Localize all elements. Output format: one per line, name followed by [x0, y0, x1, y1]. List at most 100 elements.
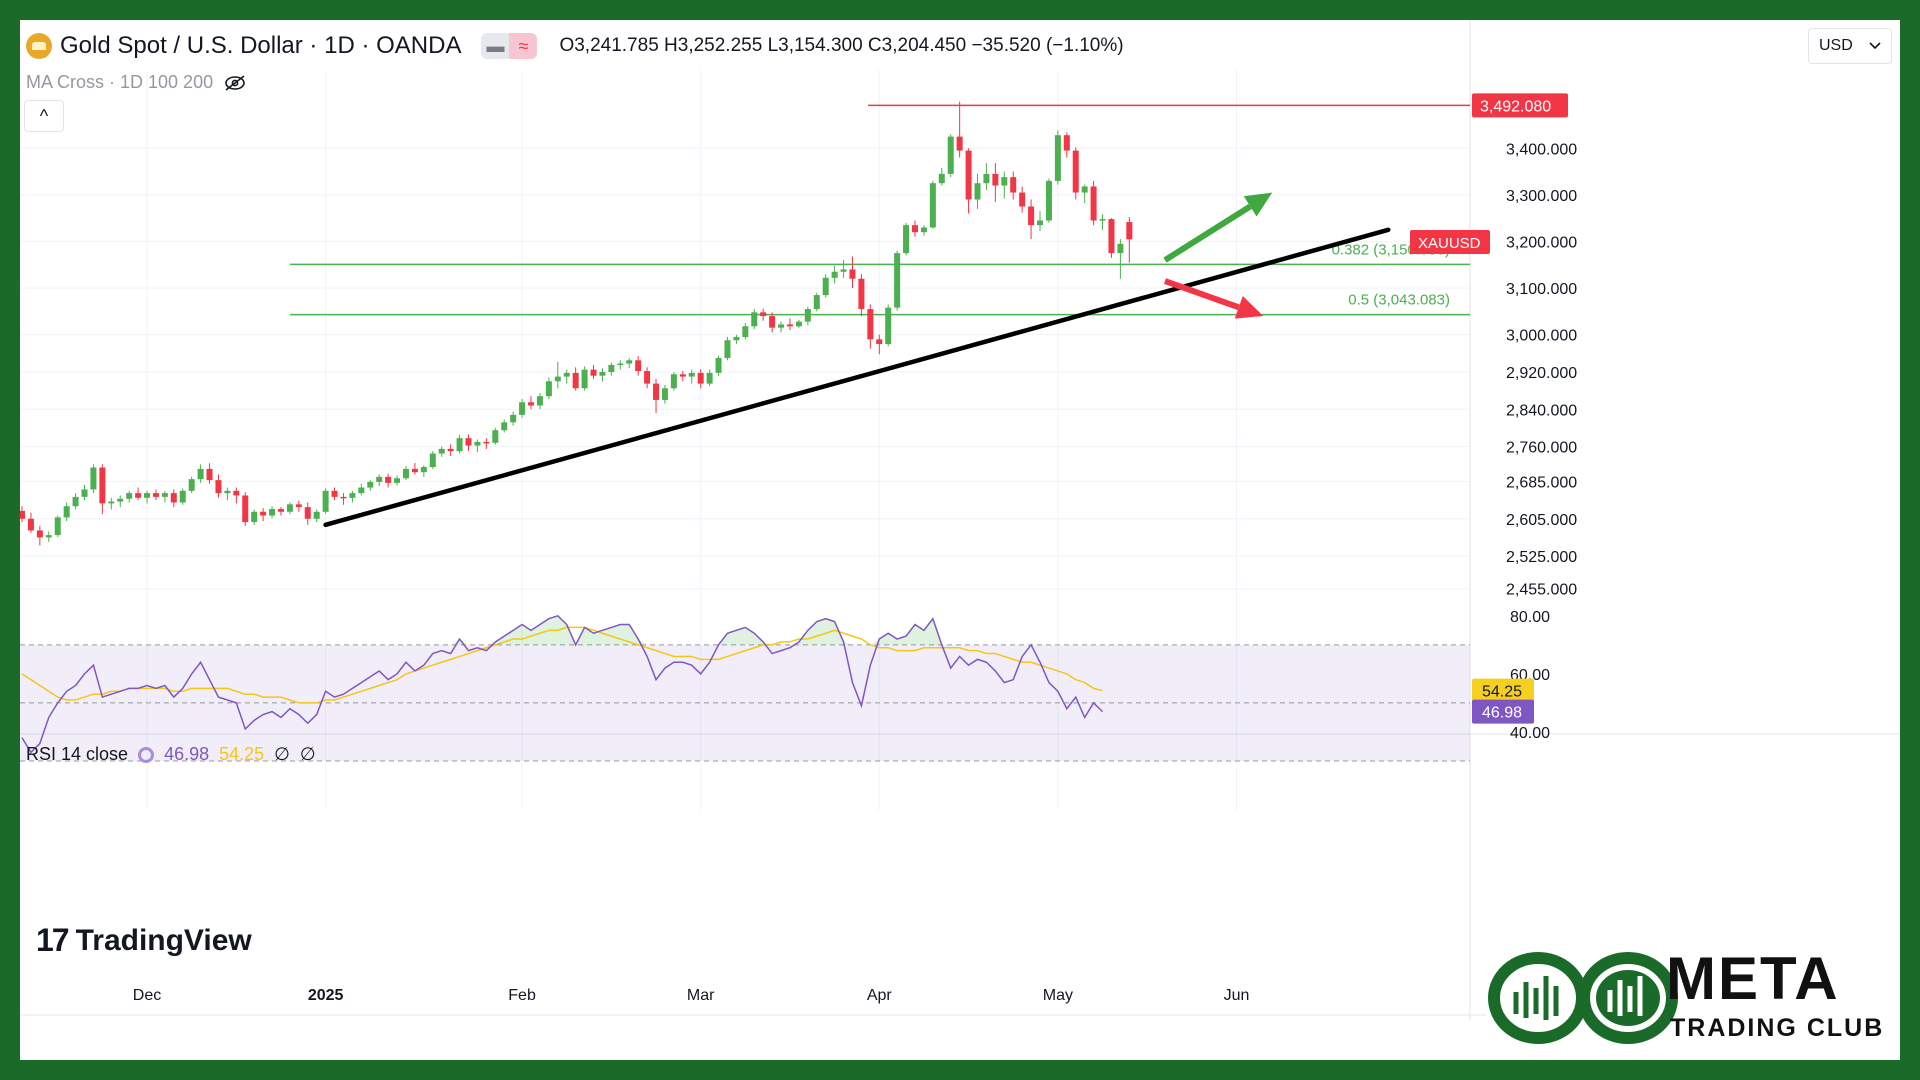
candle[interactable] — [358, 487, 365, 494]
candle[interactable] — [45, 535, 52, 538]
candle[interactable] — [402, 468, 409, 479]
candle[interactable] — [956, 136, 963, 151]
candle[interactable] — [1072, 150, 1079, 193]
candle[interactable] — [394, 478, 401, 483]
candle[interactable] — [813, 295, 820, 310]
candle[interactable] — [697, 372, 704, 384]
candle[interactable] — [536, 396, 543, 406]
candle[interactable] — [304, 507, 311, 519]
candle[interactable] — [599, 371, 606, 376]
candle[interactable] — [501, 422, 508, 431]
candle[interactable] — [385, 476, 392, 483]
candle[interactable] — [554, 376, 561, 382]
candle[interactable] — [269, 508, 276, 516]
candle[interactable] — [572, 372, 579, 389]
bearish-arrow[interactable] — [1234, 296, 1264, 319]
candle[interactable] — [1028, 206, 1035, 226]
candle[interactable] — [72, 496, 79, 507]
minus-icon[interactable]: ▬ — [481, 33, 510, 59]
candle[interactable] — [81, 489, 88, 497]
candle[interactable] — [804, 309, 811, 322]
candle[interactable] — [849, 269, 856, 279]
candle[interactable] — [1045, 180, 1052, 221]
candle[interactable] — [170, 493, 177, 503]
candle[interactable] — [63, 506, 70, 518]
candle[interactable] — [938, 173, 945, 184]
candle[interactable] — [420, 467, 427, 473]
candle[interactable] — [947, 136, 954, 174]
candle[interactable] — [447, 448, 454, 452]
candle[interactable] — [545, 381, 552, 397]
candle[interactable] — [1019, 192, 1026, 207]
chart-canvas[interactable]: 0.382 (3,150.930)0.5 (3,043.083)3,400.00… — [20, 20, 1900, 1060]
candle[interactable] — [679, 374, 686, 377]
candle[interactable] — [197, 468, 204, 480]
candle[interactable] — [670, 374, 677, 389]
candle[interactable] — [876, 339, 883, 345]
candle[interactable] — [215, 480, 222, 494]
candle[interactable] — [465, 438, 472, 446]
candle[interactable] — [653, 383, 660, 400]
candle[interactable] — [206, 468, 213, 481]
approx-icon[interactable]: ≈ — [509, 33, 538, 59]
candle[interactable] — [903, 225, 910, 254]
candle[interactable] — [286, 504, 293, 512]
symbol-title[interactable]: Gold Spot / U.S. Dollar · 1D · OANDA — [60, 32, 462, 59]
candle[interactable] — [644, 371, 651, 384]
candle[interactable] — [965, 150, 972, 200]
candle[interactable] — [90, 467, 97, 490]
candle[interactable] — [27, 518, 34, 531]
rsi-settings-icon[interactable] — [138, 746, 155, 763]
candle[interactable] — [411, 468, 418, 473]
candle[interactable] — [706, 372, 713, 384]
candle[interactable] — [992, 173, 999, 186]
candle[interactable] — [331, 490, 338, 497]
candle[interactable] — [260, 511, 267, 516]
candle[interactable] — [626, 360, 633, 364]
candle[interactable] — [1063, 135, 1070, 151]
candle[interactable] — [786, 324, 793, 327]
candle[interactable] — [99, 467, 106, 504]
candle[interactable] — [1099, 219, 1106, 221]
candle[interactable] — [429, 453, 436, 468]
candle[interactable] — [456, 438, 463, 452]
candle[interactable] — [152, 493, 159, 497]
candle[interactable] — [510, 414, 517, 423]
compare-pill[interactable]: ▬ ≈ — [481, 33, 538, 59]
candle[interactable] — [1054, 135, 1061, 181]
candle[interactable] — [36, 530, 43, 538]
currency-select[interactable]: USD — [1808, 28, 1892, 64]
candle[interactable] — [528, 402, 535, 406]
candle[interactable] — [135, 493, 142, 498]
candle[interactable] — [724, 340, 731, 358]
candle[interactable] — [778, 324, 785, 328]
candle[interactable] — [1037, 220, 1044, 226]
candle[interactable] — [983, 173, 990, 184]
candle[interactable] — [1081, 186, 1088, 193]
candle[interactable] — [117, 498, 124, 502]
candle[interactable] — [277, 508, 284, 512]
candle[interactable] — [251, 511, 258, 523]
candle[interactable] — [483, 441, 490, 444]
candle[interactable] — [751, 312, 758, 327]
candle[interactable] — [492, 430, 499, 443]
candle[interactable] — [974, 183, 981, 200]
candle[interactable] — [831, 271, 838, 278]
candle[interactable] — [161, 493, 168, 497]
candle[interactable] — [1126, 221, 1133, 240]
candle[interactable] — [144, 493, 151, 498]
candle[interactable] — [912, 225, 918, 233]
candle[interactable] — [894, 253, 901, 308]
candle[interactable] — [760, 312, 767, 317]
collapse-legend-button[interactable]: ^ — [24, 100, 64, 132]
candle[interactable] — [340, 496, 347, 499]
candle[interactable] — [1010, 177, 1017, 193]
eye-off-icon[interactable] — [223, 74, 247, 92]
ma-cross-label[interactable]: MA Cross · 1D 100 200 — [26, 72, 214, 92]
indicator-legend[interactable]: MA Cross · 1D 100 200 — [26, 72, 247, 93]
rsi-line[interactable] — [21, 614, 1104, 754]
candle[interactable] — [179, 490, 186, 503]
candle[interactable] — [1108, 219, 1115, 254]
candle[interactable] — [822, 277, 829, 296]
candle[interactable] — [733, 337, 740, 341]
